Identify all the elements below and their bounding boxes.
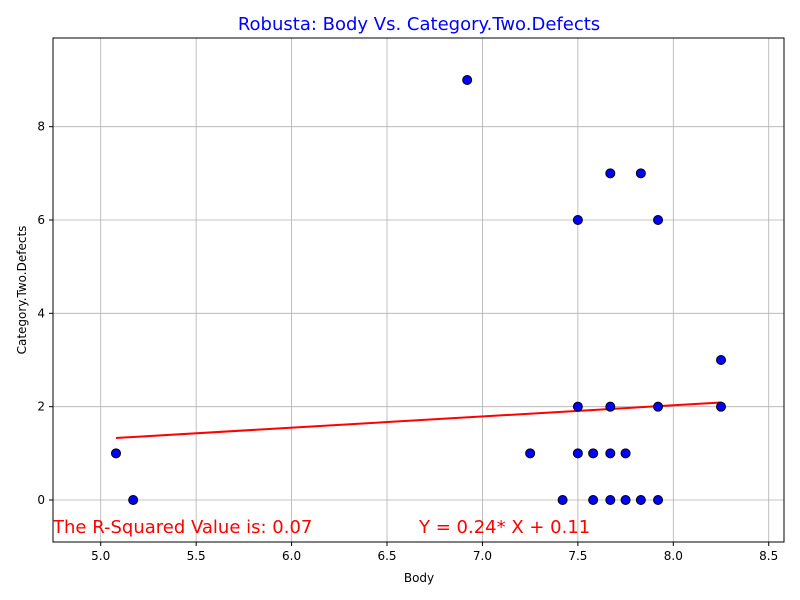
regression-equation-annotation: Y = 0.24* X + 0.11 [418,517,590,538]
y-axis-ticks: 0 2 4 6 8 [37,120,53,507]
data-point [620,448,631,459]
x-tick-label: 8.0 [664,549,683,563]
data-point [716,401,727,412]
regression-line-group [115,401,722,439]
data-point [635,168,646,179]
y-tick-label: 6 [37,213,45,227]
x-tick-label: 7.0 [473,549,492,563]
data-point [605,168,616,179]
data-point [605,401,616,412]
x-tick-label: 5.5 [187,549,206,563]
data-point [653,401,664,412]
data-point [605,448,616,459]
plot-frame [52,37,785,543]
data-point [572,215,583,225]
data-point [605,495,616,505]
data-point [525,448,536,459]
data-point [653,215,664,225]
data-point [588,448,599,459]
regression-line [115,401,722,439]
grid [53,38,784,542]
x-axis-label: Body [404,571,434,585]
x-axis-ticks: 5.0 5.5 6.0 6.5 7.0 7.5 8.0 8.5 [91,542,778,563]
x-tick-label: 5.0 [91,549,110,563]
x-tick-label: 6.0 [282,549,301,563]
data-point [620,495,631,505]
y-tick-label: 2 [37,400,45,414]
data-point [557,495,568,505]
x-tick-label: 6.5 [377,549,396,563]
x-tick-label: 7.5 [568,549,587,563]
data-point [462,75,473,85]
x-tick-label: 8.5 [759,549,778,563]
data-point [635,495,646,505]
data-point [572,448,583,459]
r-squared-annotation: The R-Squared Value is: 0.07 [52,517,312,538]
y-axis-label: Category.Two.Defects [15,226,29,355]
data-point [716,355,727,365]
data-point [110,448,121,459]
y-tick-label: 8 [37,120,45,134]
y-tick-label: 4 [37,306,45,320]
chart-title: Robusta: Body Vs. Category.Two.Defects [238,14,600,35]
data-point [128,495,139,505]
y-tick-label: 0 [37,493,45,507]
data-point [572,401,583,412]
data-points [110,75,727,505]
data-point [588,495,599,505]
data-point [653,495,664,505]
